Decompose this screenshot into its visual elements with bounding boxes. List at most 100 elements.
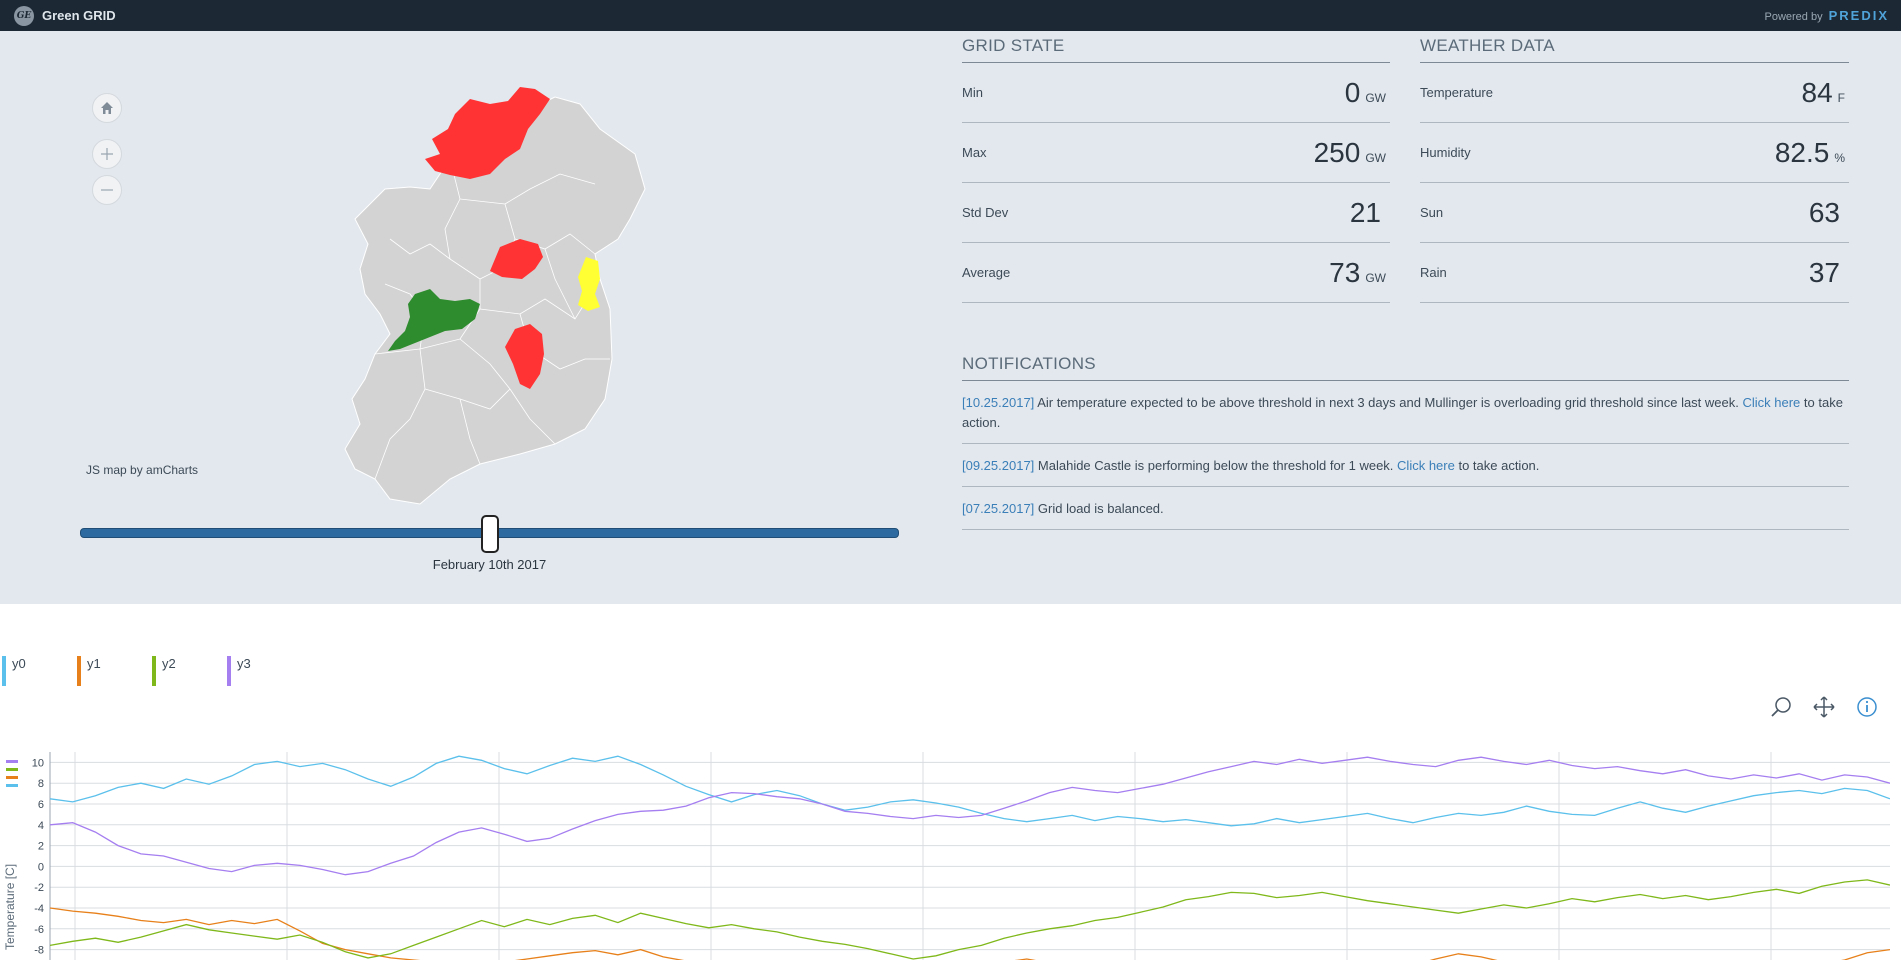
weather-row: Sun 63 xyxy=(1420,183,1849,243)
legend-swatch xyxy=(2,656,6,686)
chart-toolbar xyxy=(1768,694,1880,720)
weather-label: Temperature xyxy=(1420,85,1493,100)
weather-title: WEATHER DATA xyxy=(1420,34,1849,63)
weather-label: Rain xyxy=(1420,265,1447,280)
map-region-donegal[interactable] xyxy=(425,87,550,179)
grid-state-panel: GRID STATE Min 0 GW Max 250 GW Std Dev 21 Averag… xyxy=(962,34,1390,303)
y-tick-label: 0 xyxy=(38,861,44,873)
stat-number: 21 xyxy=(1349,196,1381,228)
map-region-dublin[interactable] xyxy=(578,257,600,311)
series-line-y1[interactable] xyxy=(50,907,1890,960)
grid-state-label: Min xyxy=(962,85,983,100)
chart-section: y0 y1 y2 y3 10 8 6 4 2 0 -2 -4 -6 -8 Temperature [C] xyxy=(0,604,1901,960)
stat-unit: % xyxy=(1834,150,1845,165)
stat-unit: GW xyxy=(1365,90,1386,105)
y-tick-label: -8 xyxy=(34,945,44,957)
ge-logo: GE xyxy=(14,5,34,26)
notification-action-link[interactable]: Click here xyxy=(1397,458,1455,473)
legend-label: y2 xyxy=(162,656,176,671)
stat-unit: GW xyxy=(1365,270,1386,285)
axis-series-indicator-y3 xyxy=(6,760,18,763)
pan-icon xyxy=(1813,696,1835,718)
zoom-icon xyxy=(1771,697,1791,717)
map-region-clare[interactable] xyxy=(388,289,480,351)
weather-row: Temperature 84 F xyxy=(1420,63,1849,123)
grid-state-value: 250 GW xyxy=(1314,137,1390,169)
map-region-kilkenny[interactable] xyxy=(505,324,544,389)
grid-state-value: 0 GW xyxy=(1345,77,1390,109)
legend-item-y0[interactable]: y0 xyxy=(2,656,77,686)
series-line-y0[interactable] xyxy=(50,755,1890,827)
stat-unit: GW xyxy=(1365,150,1386,165)
weather-row: Humidity 82.5% xyxy=(1420,123,1849,183)
weather-row: Rain 37 xyxy=(1420,243,1849,303)
notification-text-end: to take action. xyxy=(1454,458,1540,473)
notifications-title: NOTIFICATIONS xyxy=(962,352,1849,381)
map-region-longford[interactable] xyxy=(490,239,543,279)
map-zoom-in-button[interactable] xyxy=(92,139,122,169)
temperature-line-chart: 10 8 6 4 2 0 -2 -4 -6 -8 Temperature [C] xyxy=(3,752,1890,960)
stat-number: 37 xyxy=(1808,256,1840,288)
info-icon xyxy=(1857,697,1877,717)
chart-pan-button[interactable] xyxy=(1811,694,1837,720)
grid-state-row: Min 0 GW xyxy=(962,63,1390,123)
chart-legend: y0 y1 y2 y3 xyxy=(2,656,302,686)
notification-text: Air temperature expected to be above thr… xyxy=(1034,395,1743,410)
series-line-y3[interactable] xyxy=(50,756,1890,876)
notification-item: [09.25.2017] Malahide Castle is performi… xyxy=(962,444,1849,487)
grid-state-value: 21 xyxy=(1350,197,1390,229)
brand[interactable]: GE Green GRID xyxy=(14,5,116,26)
weather-value: 84 F xyxy=(1802,77,1850,109)
timeline-slider-handle[interactable] xyxy=(480,515,499,553)
legend-swatch xyxy=(152,656,156,686)
notification-date: [10.25.2017] xyxy=(962,395,1035,410)
chart-zoom-button[interactable] xyxy=(1768,694,1794,720)
grid-state-label: Max xyxy=(962,145,987,160)
legend-label: y1 xyxy=(87,656,101,671)
map-credit[interactable]: JS map by amCharts xyxy=(86,463,199,477)
map-home-button[interactable] xyxy=(92,93,122,123)
notification-text-end: to take action. xyxy=(962,395,1843,430)
notifications-panel: NOTIFICATIONS [10.25.2017] Air temperatu… xyxy=(962,352,1849,530)
stat-number: 0 xyxy=(1344,76,1361,108)
ireland-map xyxy=(344,87,646,505)
weather-panel: WEATHER DATA Temperature 84 F Humidity 82.5%… xyxy=(1420,34,1849,303)
timeline-date: February 10th 2017 xyxy=(432,557,547,572)
top-bar: GE Green GRID Powered by PREDIX xyxy=(0,0,1901,31)
y-tick-label: 8 xyxy=(38,778,44,790)
legend-swatch xyxy=(77,656,81,686)
y-tick-label: -6 xyxy=(34,924,44,936)
axis-series-indicator-y0 xyxy=(6,784,18,787)
notification-action-link[interactable]: Click here xyxy=(1742,395,1801,410)
weather-label: Humidity xyxy=(1420,145,1471,160)
legend-label: y0 xyxy=(12,656,26,671)
legend-item-y2[interactable]: y2 xyxy=(152,656,227,686)
grid-state-title: GRID STATE xyxy=(962,34,1390,63)
stat-number: 82.5 xyxy=(1774,136,1830,168)
axis-series-indicator-y2 xyxy=(6,768,18,771)
series-line-y2[interactable] xyxy=(50,879,1890,960)
app-title: Green GRID xyxy=(42,8,116,23)
weather-value: 63 xyxy=(1809,197,1849,229)
y-tick-label: 2 xyxy=(38,841,44,853)
map-region-base[interactable] xyxy=(344,96,646,505)
map-zoom-out-button[interactable] xyxy=(92,175,122,205)
stat-number: 63 xyxy=(1808,196,1840,228)
legend-item-y3[interactable]: y3 xyxy=(227,656,302,686)
stat-unit: F xyxy=(1837,90,1845,105)
notification-date: [07.25.2017] xyxy=(962,501,1035,516)
grid-state-row: Max 250 GW xyxy=(962,123,1390,183)
predix-logo: PREDIX xyxy=(1828,8,1889,23)
legend-swatch xyxy=(227,656,231,686)
weather-value: 37 xyxy=(1809,257,1849,289)
axis-series-indicator-y1 xyxy=(6,776,18,779)
weather-value: 82.5% xyxy=(1775,137,1849,169)
notification-text: Malahide Castle is performing below the … xyxy=(1034,458,1398,473)
legend-item-y1[interactable]: y1 xyxy=(77,656,152,686)
legend-label: y3 xyxy=(237,656,251,671)
grid-state-label: Std Dev xyxy=(962,205,1009,220)
dashboard-upper-panel: JS map by amCharts February 10th 2017 GR… xyxy=(0,31,1901,604)
powered-label: Powered by xyxy=(1764,11,1823,23)
grid-state-label: Average xyxy=(962,265,1011,280)
chart-info-button[interactable] xyxy=(1854,694,1880,720)
